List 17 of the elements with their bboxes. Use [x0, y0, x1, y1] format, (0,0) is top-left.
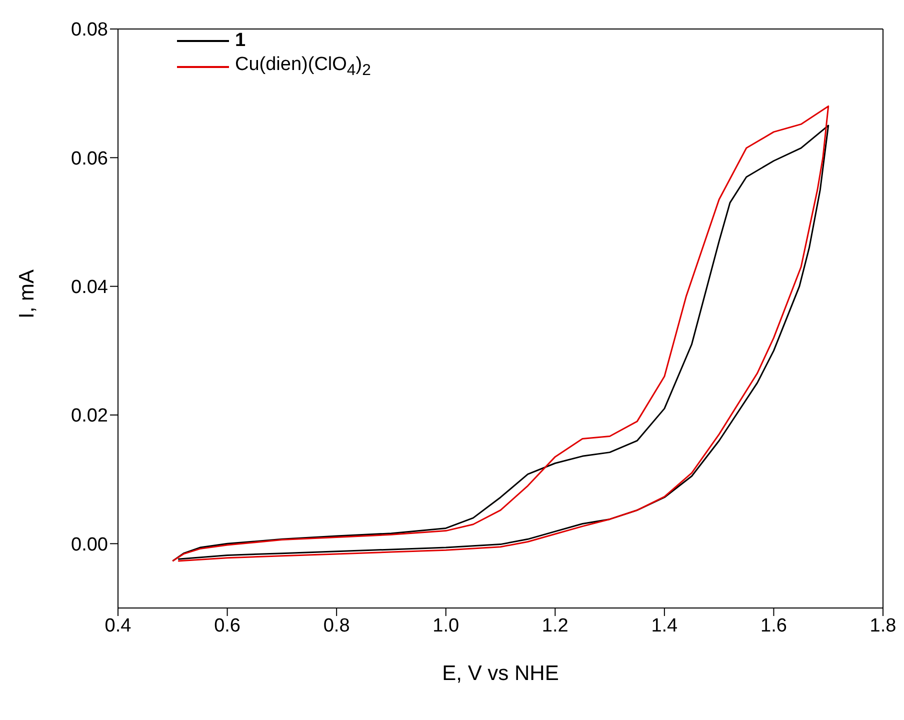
legend-label: Cu(dien)(ClO$_{4}$)$_{2}$: [235, 54, 371, 80]
x-axis-title: E, V vs NHE: [442, 662, 559, 685]
y-tick-label: 0.02: [71, 406, 108, 427]
y-axis-title: I, mA: [15, 269, 38, 318]
x-tick-label: 0.8: [323, 615, 350, 636]
x-tick-label: 1.0: [432, 615, 460, 636]
x-tick-label: 0.6: [214, 615, 240, 636]
x-tick-label: 1.2: [542, 615, 568, 636]
y-tick-label: 0.04: [71, 277, 108, 298]
y-tick-label: 0.08: [71, 20, 108, 41]
x-tick-label: 1.4: [651, 615, 678, 636]
x-tick-label: 1.6: [760, 615, 787, 636]
y-tick-label: 0.06: [71, 148, 108, 170]
x-tick-label: 0.4: [104, 615, 132, 636]
y-tick-label: 0.00: [71, 534, 108, 556]
legend-label: 1: [235, 30, 246, 52]
x-tick-label: 1.8: [870, 615, 896, 636]
